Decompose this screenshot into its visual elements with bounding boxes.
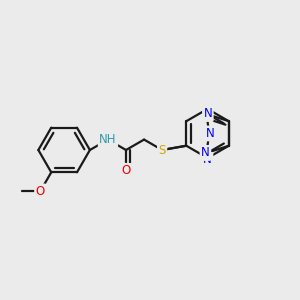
Text: S: S bbox=[158, 143, 166, 157]
Text: NH: NH bbox=[99, 133, 117, 146]
Text: O: O bbox=[122, 164, 130, 177]
Text: O: O bbox=[36, 185, 45, 198]
Text: N: N bbox=[206, 127, 215, 140]
Text: N: N bbox=[203, 154, 212, 166]
Text: N: N bbox=[203, 107, 212, 121]
Text: N: N bbox=[201, 146, 210, 159]
